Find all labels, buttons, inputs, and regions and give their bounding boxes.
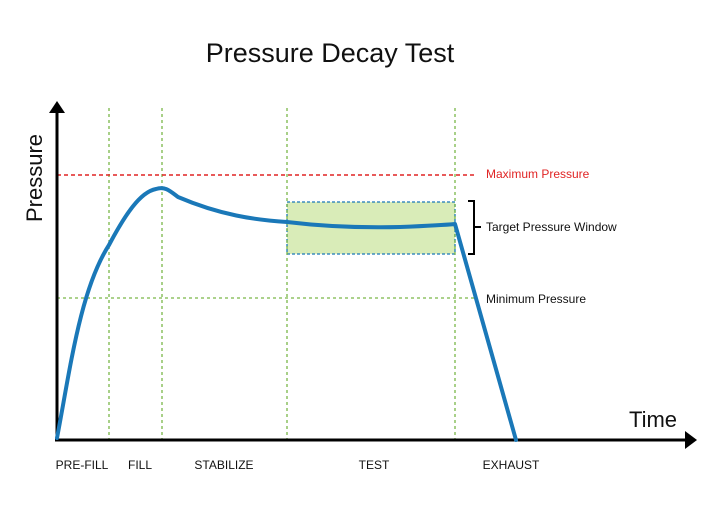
phase-label-exhaust: EXHAUST <box>483 458 540 472</box>
x-axis-label: Time <box>629 407 677 432</box>
phase-label-fill: FILL <box>128 458 152 472</box>
max-pressure-label: Maximum Pressure <box>486 167 590 181</box>
y-axis-label: Pressure <box>22 134 47 222</box>
phase-label-test: TEST <box>359 458 390 472</box>
x-axis-arrow <box>685 431 697 449</box>
phase-label-stabilize: STABILIZE <box>194 458 253 472</box>
min-pressure-label: Minimum Pressure <box>486 292 586 306</box>
phase-label-pre-fill: PRE-FILL <box>56 458 109 472</box>
diagram-title: Pressure Decay Test <box>206 38 455 68</box>
pressure-curve <box>55 186 518 442</box>
y-axis-arrow <box>49 101 65 113</box>
target-window-label: Target Pressure Window <box>486 220 617 234</box>
target-window-bracket <box>468 200 481 255</box>
